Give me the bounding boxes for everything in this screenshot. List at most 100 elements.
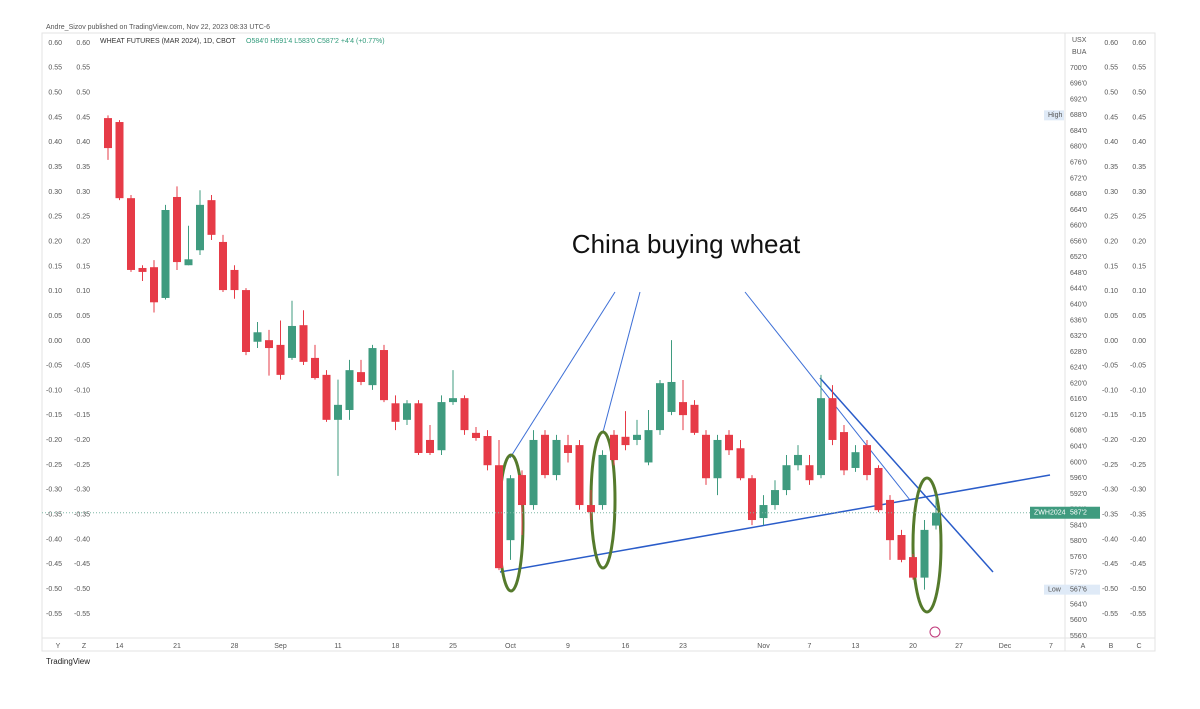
- y-tick-label: 676'0: [1070, 160, 1087, 167]
- y2-tick-label: -0.40: [46, 536, 62, 543]
- y2-tick-label: 0.40: [1104, 139, 1118, 146]
- y2-tick-label: -0.05: [74, 363, 90, 370]
- y2-tick-label: -0.15: [74, 412, 90, 419]
- x-tick-label: 7: [808, 643, 812, 650]
- high-label: High: [1048, 112, 1063, 119]
- y2-tick-label: 0.05: [76, 313, 90, 320]
- y2-tick-label: -0.45: [74, 561, 90, 568]
- y2-tick-label: 0.60: [1132, 40, 1146, 47]
- candle-body: [219, 241, 227, 291]
- y2-tick-label: -0.35: [1102, 512, 1118, 519]
- y-tick-label: 632'0: [1070, 333, 1087, 340]
- candle-body: [725, 434, 733, 451]
- candle-body: [322, 374, 331, 420]
- y-tick-label: 600'0: [1070, 459, 1087, 466]
- y2-tick-label: -0.55: [1130, 611, 1146, 618]
- candle-body: [196, 204, 204, 251]
- y2-tick-label: 0.55: [48, 65, 62, 72]
- y2-tick-label: 0.30: [76, 189, 90, 196]
- candle-body: [449, 398, 457, 403]
- x-tick-label: 16: [622, 643, 630, 650]
- arrow: [602, 291, 641, 433]
- y-tick-label: 668'0: [1070, 191, 1087, 198]
- y2-tick-label: 0.05: [1132, 313, 1146, 320]
- y2-tick-label: -0.25: [1102, 462, 1118, 469]
- x-tick-label: Sep: [274, 643, 287, 650]
- scale-button: Y: [56, 643, 61, 650]
- candle-body: [840, 432, 848, 471]
- y-tick-label: 656'0: [1070, 238, 1087, 245]
- y2-tick-label: -0.05: [1102, 363, 1118, 370]
- y-tick-label: 584'0: [1070, 522, 1087, 529]
- y2-tick-label: 0.10: [76, 288, 90, 295]
- candle-body: [173, 196, 181, 263]
- y2-tick-label: -0.35: [46, 512, 62, 519]
- y-tick-label: 564'0: [1070, 601, 1087, 608]
- y2-tick-label: 0.05: [1104, 313, 1118, 320]
- candle-body: [276, 344, 285, 375]
- trendline: [499, 474, 1051, 573]
- y2-tick-label: 0.15: [1104, 263, 1118, 270]
- y2-tick-label: 0.50: [1104, 89, 1118, 96]
- y-tick-label: 700'0: [1070, 65, 1087, 72]
- highlight: [911, 476, 943, 614]
- y2-tick-label: 0.10: [48, 288, 62, 295]
- candle-body: [357, 372, 365, 382]
- candle-body: [253, 332, 262, 342]
- y2-tick-label: -0.30: [1102, 487, 1118, 494]
- currency: USX: [1072, 37, 1087, 44]
- candle-body: [368, 348, 377, 386]
- y2-tick-label: 0.05: [48, 313, 62, 320]
- candle-body: [851, 452, 860, 468]
- y-tick-label: 624'0: [1070, 365, 1087, 372]
- candle-body: [161, 210, 170, 298]
- y2-tick-label: 0.25: [1104, 214, 1118, 221]
- candle-body: [380, 350, 388, 401]
- chart-title: WHEAT FUTURES (MAR 2024), 1D, CBOT: [100, 38, 236, 45]
- candle-body: [472, 432, 480, 438]
- arrow: [509, 291, 616, 459]
- y2-tick-label: -0.25: [1130, 462, 1146, 469]
- y2-tick-label: -0.10: [46, 387, 62, 394]
- y2-tick-label: 0.25: [1132, 214, 1146, 221]
- y-tick-label: 648'0: [1070, 270, 1087, 277]
- x-tick-label: 25: [449, 643, 457, 650]
- y2-tick-label: -0.30: [46, 487, 62, 494]
- y-tick-label: 644'0: [1070, 286, 1087, 293]
- y2-tick-label: 0.45: [48, 114, 62, 121]
- y2-tick-label: -0.15: [46, 412, 62, 419]
- y2-tick-label: 0.10: [1132, 288, 1146, 295]
- y2-tick-label: 0.45: [76, 114, 90, 121]
- candle-body: [127, 198, 135, 270]
- candle-body: [874, 467, 883, 511]
- annotations: China buying wheat: [497, 229, 1051, 638]
- y2-tick-label: 0.15: [76, 263, 90, 270]
- x-tick-label: 7: [1049, 643, 1053, 650]
- y-tick-label: 592'0: [1070, 491, 1087, 498]
- candle-body: [713, 439, 722, 479]
- footer: TradingView: [46, 657, 90, 666]
- candle-body: [426, 439, 434, 453]
- candle-body: [794, 454, 802, 466]
- x-tick-label: 11: [334, 643, 341, 650]
- candle-body: [391, 403, 400, 422]
- y2-tick-label: -0.20: [74, 437, 90, 444]
- candle-body: [598, 454, 607, 506]
- scale-button: C: [1136, 643, 1141, 650]
- y-tick-label: 696'0: [1070, 81, 1087, 88]
- candle-body: [759, 505, 768, 519]
- candle-body: [104, 118, 112, 149]
- candle-body: [242, 290, 250, 352]
- y-tick-label: 616'0: [1070, 396, 1087, 403]
- low-price-label: 567'6: [1070, 586, 1087, 593]
- y2-tick-label: 0.60: [76, 40, 90, 47]
- publisher: Andre_Sizov published on TradingView.com…: [46, 24, 270, 31]
- y2-tick-label: 0.35: [48, 164, 62, 171]
- x-tick-label: Dec: [999, 643, 1012, 650]
- x-tick-label: 20: [909, 643, 917, 650]
- candle-body: [564, 445, 572, 453]
- candle-body: [782, 465, 791, 491]
- annotation-text: China buying wheat: [572, 229, 801, 259]
- y2-tick-label: 0.35: [76, 164, 90, 171]
- y2-tick-label: 0.35: [1132, 164, 1146, 171]
